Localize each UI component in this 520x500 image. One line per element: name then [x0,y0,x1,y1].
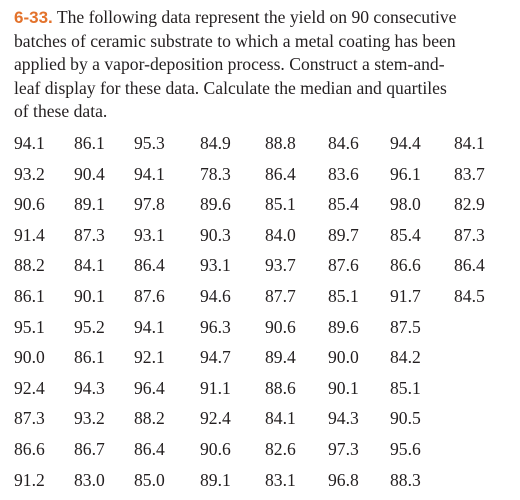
problem-line: 6-33. The following data represent the y… [14,6,514,30]
data-value: 90.1 [328,377,359,398]
data-value: 88.6 [265,377,296,398]
data-value: 91.2 [14,469,45,490]
data-value: 86.6 [14,438,45,459]
data-value: 85.1 [265,194,296,215]
data-value: 82.9 [454,194,485,215]
data-value: 90.5 [390,408,421,429]
problem-text-line-5: of these data. [14,101,108,122]
data-value: 85.0 [134,469,165,490]
data-value: 85.4 [328,194,359,215]
data-value: 92.4 [14,377,45,398]
data-value: 94.4 [390,133,421,153]
data-value: 86.4 [454,255,485,276]
data-value: 89.7 [328,224,359,245]
data-value: 96.4 [134,377,165,398]
data-value: 88.8 [265,133,296,153]
data-value: 86.6 [390,255,421,276]
data-value: 83.6 [328,163,359,184]
data-value: 90.6 [265,316,296,337]
data-value: 90.6 [200,438,231,459]
data-value: 89.1 [200,469,231,490]
data-value: 83.0 [74,469,105,490]
data-value: 90.0 [14,347,45,368]
data-value: 96.1 [390,163,421,184]
data-value: 96.8 [328,469,359,490]
data-value: 89.4 [265,347,296,368]
data-value: 85.1 [328,285,359,306]
data-value: 86.7 [74,438,105,459]
data-value: 90.0 [328,347,359,368]
data-value: 88.2 [134,408,165,429]
data-value: 86.4 [265,163,296,184]
data-value: 93.2 [74,408,105,429]
data-value: 95.6 [390,438,421,459]
data-value: 78.3 [200,163,231,184]
data-value: 84.6 [328,133,359,153]
data-value: 84.9 [200,133,231,153]
data-value: 82.6 [265,438,296,459]
data-value: 87.3 [74,224,105,245]
data-value: 87.6 [328,255,359,276]
data-value: 90.3 [200,224,231,245]
data-value: 93.2 [14,163,45,184]
data-value: 85.4 [390,224,421,245]
data-value: 84.1 [265,408,296,429]
data-value: 91.7 [390,285,421,306]
data-value: 83.1 [265,469,296,490]
data-value: 88.2 [14,255,45,276]
data-value: 84.1 [74,255,105,276]
data-value: 94.3 [328,408,359,429]
data-value: 83.7 [454,163,485,184]
data-value: 91.4 [14,224,45,245]
problem-text-line-4: leaf display for these data. Calculate t… [14,77,447,98]
data-value: 92.1 [134,347,165,368]
data-value: 86.4 [134,255,165,276]
problem-text-line-1: The following data represent the yield o… [56,7,457,27]
data-value: 95.3 [134,133,165,153]
data-value: 94.1 [14,133,45,153]
data-value: 94.3 [74,377,105,398]
data-value: 84.0 [265,224,296,245]
data-value: 94.7 [200,347,231,368]
data-value: 86.1 [74,347,105,368]
data-value: 87.6 [134,285,165,306]
data-value: 88.3 [390,469,421,490]
data-value: 97.3 [328,438,359,459]
data-value: 92.4 [200,408,231,429]
data-value: 94.1 [134,316,165,337]
data-value: 87.3 [14,408,45,429]
data-value: 97.8 [134,194,165,215]
data-value: 84.1 [454,133,485,153]
data-value: 90.1 [74,285,105,306]
data-value: 93.1 [200,255,231,276]
data-value: 89.6 [200,194,231,215]
data-value: 93.1 [134,224,165,245]
data-value: 95.1 [14,316,45,337]
data-value: 91.1 [200,377,231,398]
data-value: 89.1 [74,194,105,215]
data-value: 86.1 [74,133,105,153]
data-value: 85.1 [390,377,421,398]
data-value: 87.7 [265,285,296,306]
problem-text-line-3: applied by a vapor-deposition process. C… [14,54,445,75]
data-value: 94.1 [134,163,165,184]
data-value: 84.2 [390,347,421,368]
data-value: 98.0 [390,194,421,215]
problem-number: 6-33. [14,8,53,27]
problem-text-line-2: batches of ceramic substrate to which a … [14,30,456,51]
data-value: 93.7 [265,255,296,276]
data-value: 96.3 [200,316,231,337]
data-value: 86.4 [134,438,165,459]
data-value: 87.3 [454,224,485,245]
data-value: 95.2 [74,316,105,337]
data-value: 86.1 [14,285,45,306]
data-value: 87.5 [390,316,421,337]
data-value: 94.6 [200,285,231,306]
data-value: 90.6 [14,194,45,215]
data-value: 89.6 [328,316,359,337]
data-value: 84.5 [454,285,485,306]
problem-statement: 6-33. The following data represent the y… [14,6,514,124]
data-value: 90.4 [74,163,105,184]
